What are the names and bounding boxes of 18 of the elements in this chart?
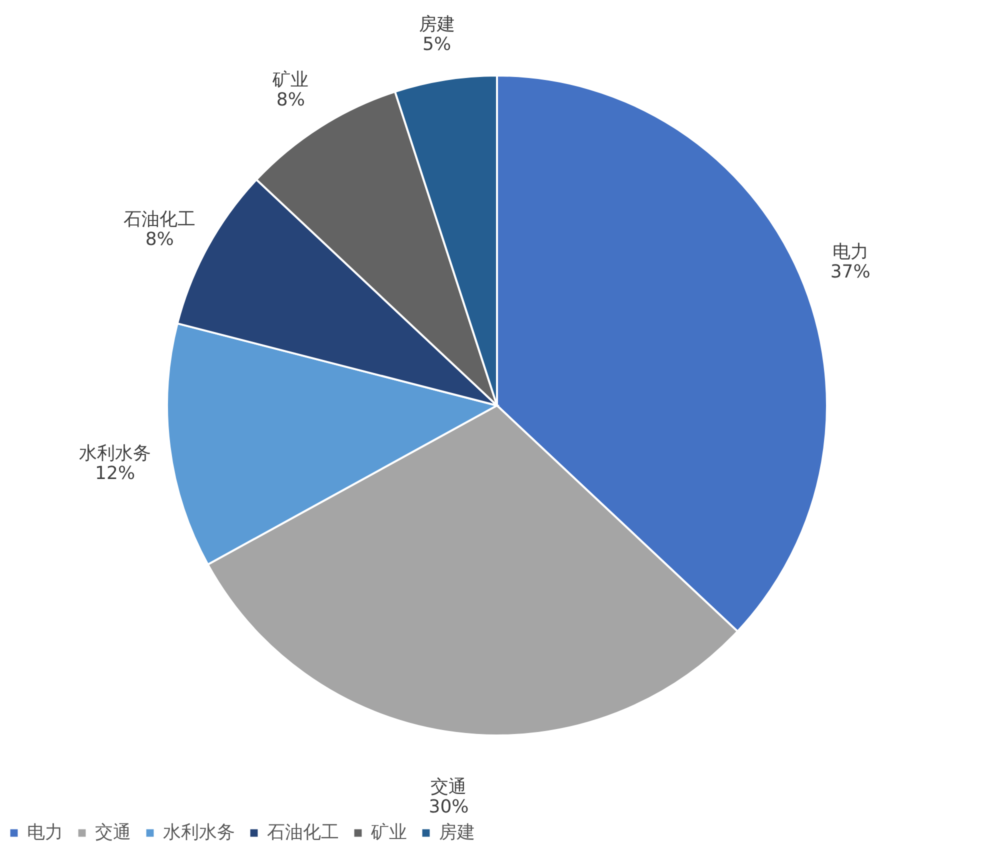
data-label: 37% (830, 262, 870, 283)
legend-label: 电力 (27, 822, 63, 843)
data-label: 5% (422, 34, 452, 56)
data-label: 30% (428, 796, 469, 818)
legend-label: 水利水务 (163, 822, 235, 843)
data-label: 8% (276, 89, 305, 110)
legend-label: 矿业 (370, 822, 407, 843)
legend-label: 房建 (439, 822, 475, 843)
slice-label: 石油化工 (124, 209, 196, 230)
legend-label: 石油化工 (267, 822, 339, 843)
slice-label: 电力 (832, 242, 868, 263)
data-label: 8% (145, 229, 174, 250)
slice-label: 交通 (430, 776, 467, 798)
legend-label: 交通 (95, 822, 131, 843)
slice-label: 矿业 (272, 69, 309, 90)
slice-label: 水利水务 (79, 442, 152, 464)
data-label: 12% (95, 462, 136, 484)
slice-label: 房建 (418, 14, 455, 36)
